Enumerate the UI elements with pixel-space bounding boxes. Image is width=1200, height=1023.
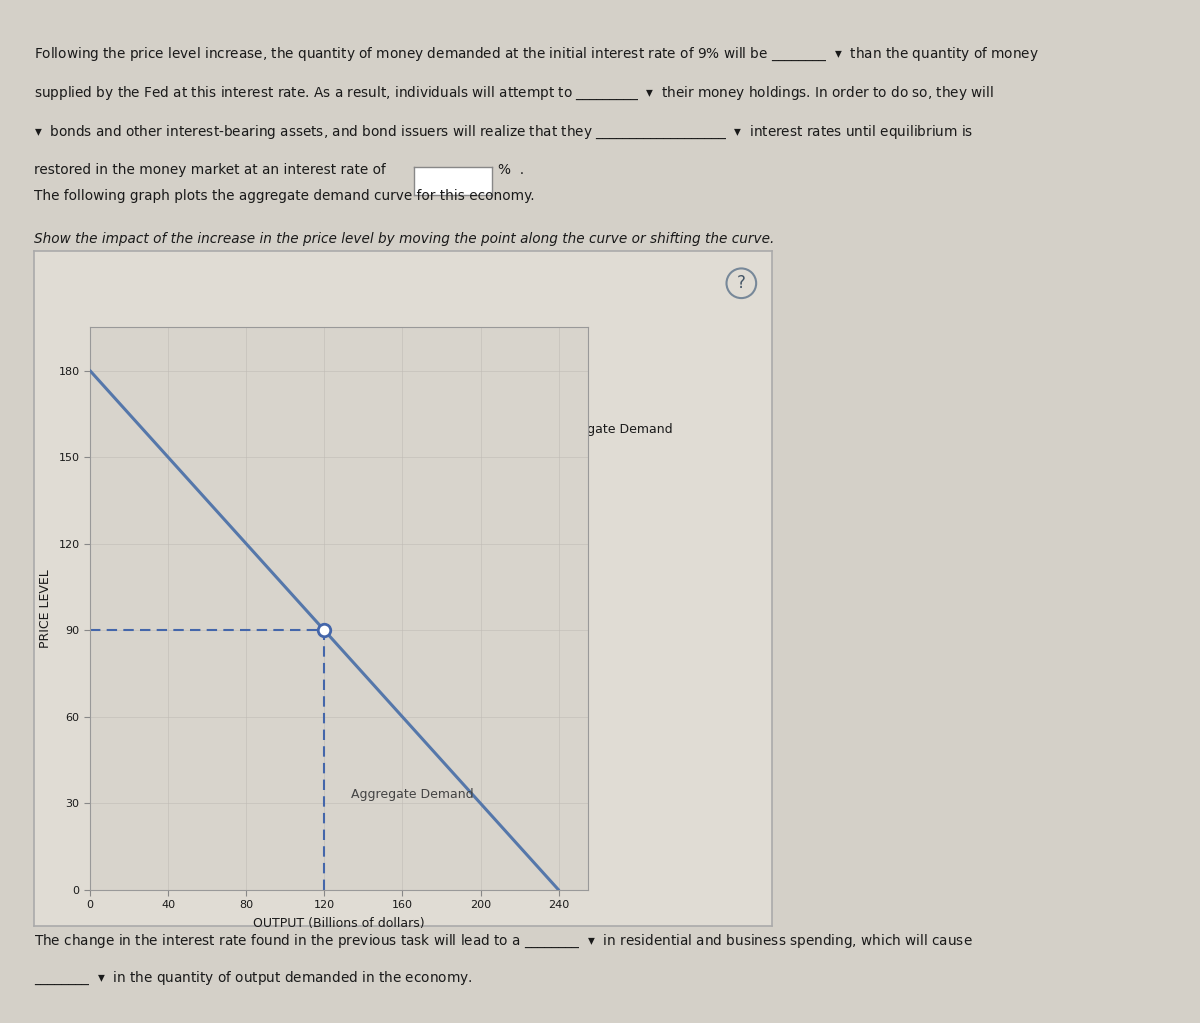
Text: Aggregate Demand: Aggregate Demand xyxy=(350,789,474,801)
Text: Following the price level increase, the quantity of money demanded at the initia: Following the price level increase, the … xyxy=(34,46,1038,63)
Y-axis label: PRICE LEVEL: PRICE LEVEL xyxy=(38,570,52,648)
Text: restored in the money market at an interest rate of: restored in the money market at an inter… xyxy=(34,163,385,177)
Text: supplied by the Fed at this interest rate. As a result, individuals will attempt: supplied by the Fed at this interest rat… xyxy=(34,85,994,102)
Text: %  .: % . xyxy=(498,163,524,177)
Text: The following graph plots the aggregate demand curve for this economy.: The following graph plots the aggregate … xyxy=(34,189,534,204)
Text: Aggregate Demand: Aggregate Demand xyxy=(551,422,673,436)
Text: The change in the interest rate found in the previous task will lead to a ______: The change in the interest rate found in… xyxy=(34,933,972,950)
X-axis label: OUTPUT (Billions of dollars): OUTPUT (Billions of dollars) xyxy=(253,918,425,930)
Text: Show the impact of the increase in the price level by moving the point along the: Show the impact of the increase in the p… xyxy=(34,232,774,247)
Text: $\mathbf{\blacktriangledown}$  bonds and other interest-bearing assets, and bond: $\mathbf{\blacktriangledown}$ bonds and … xyxy=(34,124,973,141)
Text: ?: ? xyxy=(737,274,745,293)
Text: ________  $\mathbf{\blacktriangledown}$  in the quantity of output demanded in t: ________ $\mathbf{\blacktriangledown}$ i… xyxy=(34,970,472,987)
